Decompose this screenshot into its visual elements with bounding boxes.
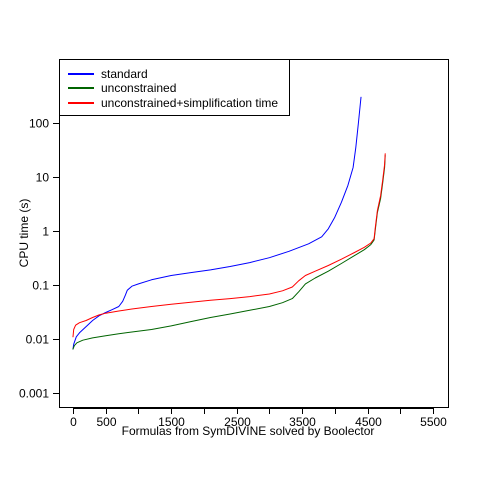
series-line-standard [72, 96, 362, 350]
y-tick-label: 100 [29, 117, 49, 131]
legend-label-standard: standard [101, 67, 148, 81]
x-tick-label: 2500 [224, 415, 251, 429]
legend-label-unconstrained: unconstrained [101, 81, 176, 95]
y-axis: 0.001 0.01 0.1 1 10 100 [19, 117, 60, 401]
series-line-unconstrained-simplification-time [72, 153, 386, 338]
y-tick-label: 10 [36, 171, 50, 185]
x-tick-label: 4500 [355, 415, 382, 429]
x-axis-label: Formulas from SymDIVINE solved by Boolec… [122, 424, 375, 438]
x-tick-label: 1500 [158, 415, 185, 429]
y-axis-label: CPU time (s) [17, 199, 31, 268]
x-tick-label: 0 [70, 415, 77, 429]
legend-box [59, 59, 290, 116]
x-axis: 0 500 1500 2500 3500 4500 5500 [70, 408, 447, 429]
y-tick-label: 0.001 [19, 387, 49, 401]
series-layer [72, 96, 386, 350]
legend: standard unconstrained unconstrained+sim… [59, 59, 290, 116]
x-tick-label: 500 [96, 415, 116, 429]
x-tick-label: 3500 [289, 415, 316, 429]
y-tick-label: 0.1 [32, 279, 49, 293]
y-tick-label: 0.01 [26, 333, 50, 347]
legend-label-unconstrained-simplification: unconstrained+simplification time [101, 96, 278, 110]
y-tick-label: 1 [42, 225, 49, 239]
x-tick-label: 5500 [420, 415, 447, 429]
